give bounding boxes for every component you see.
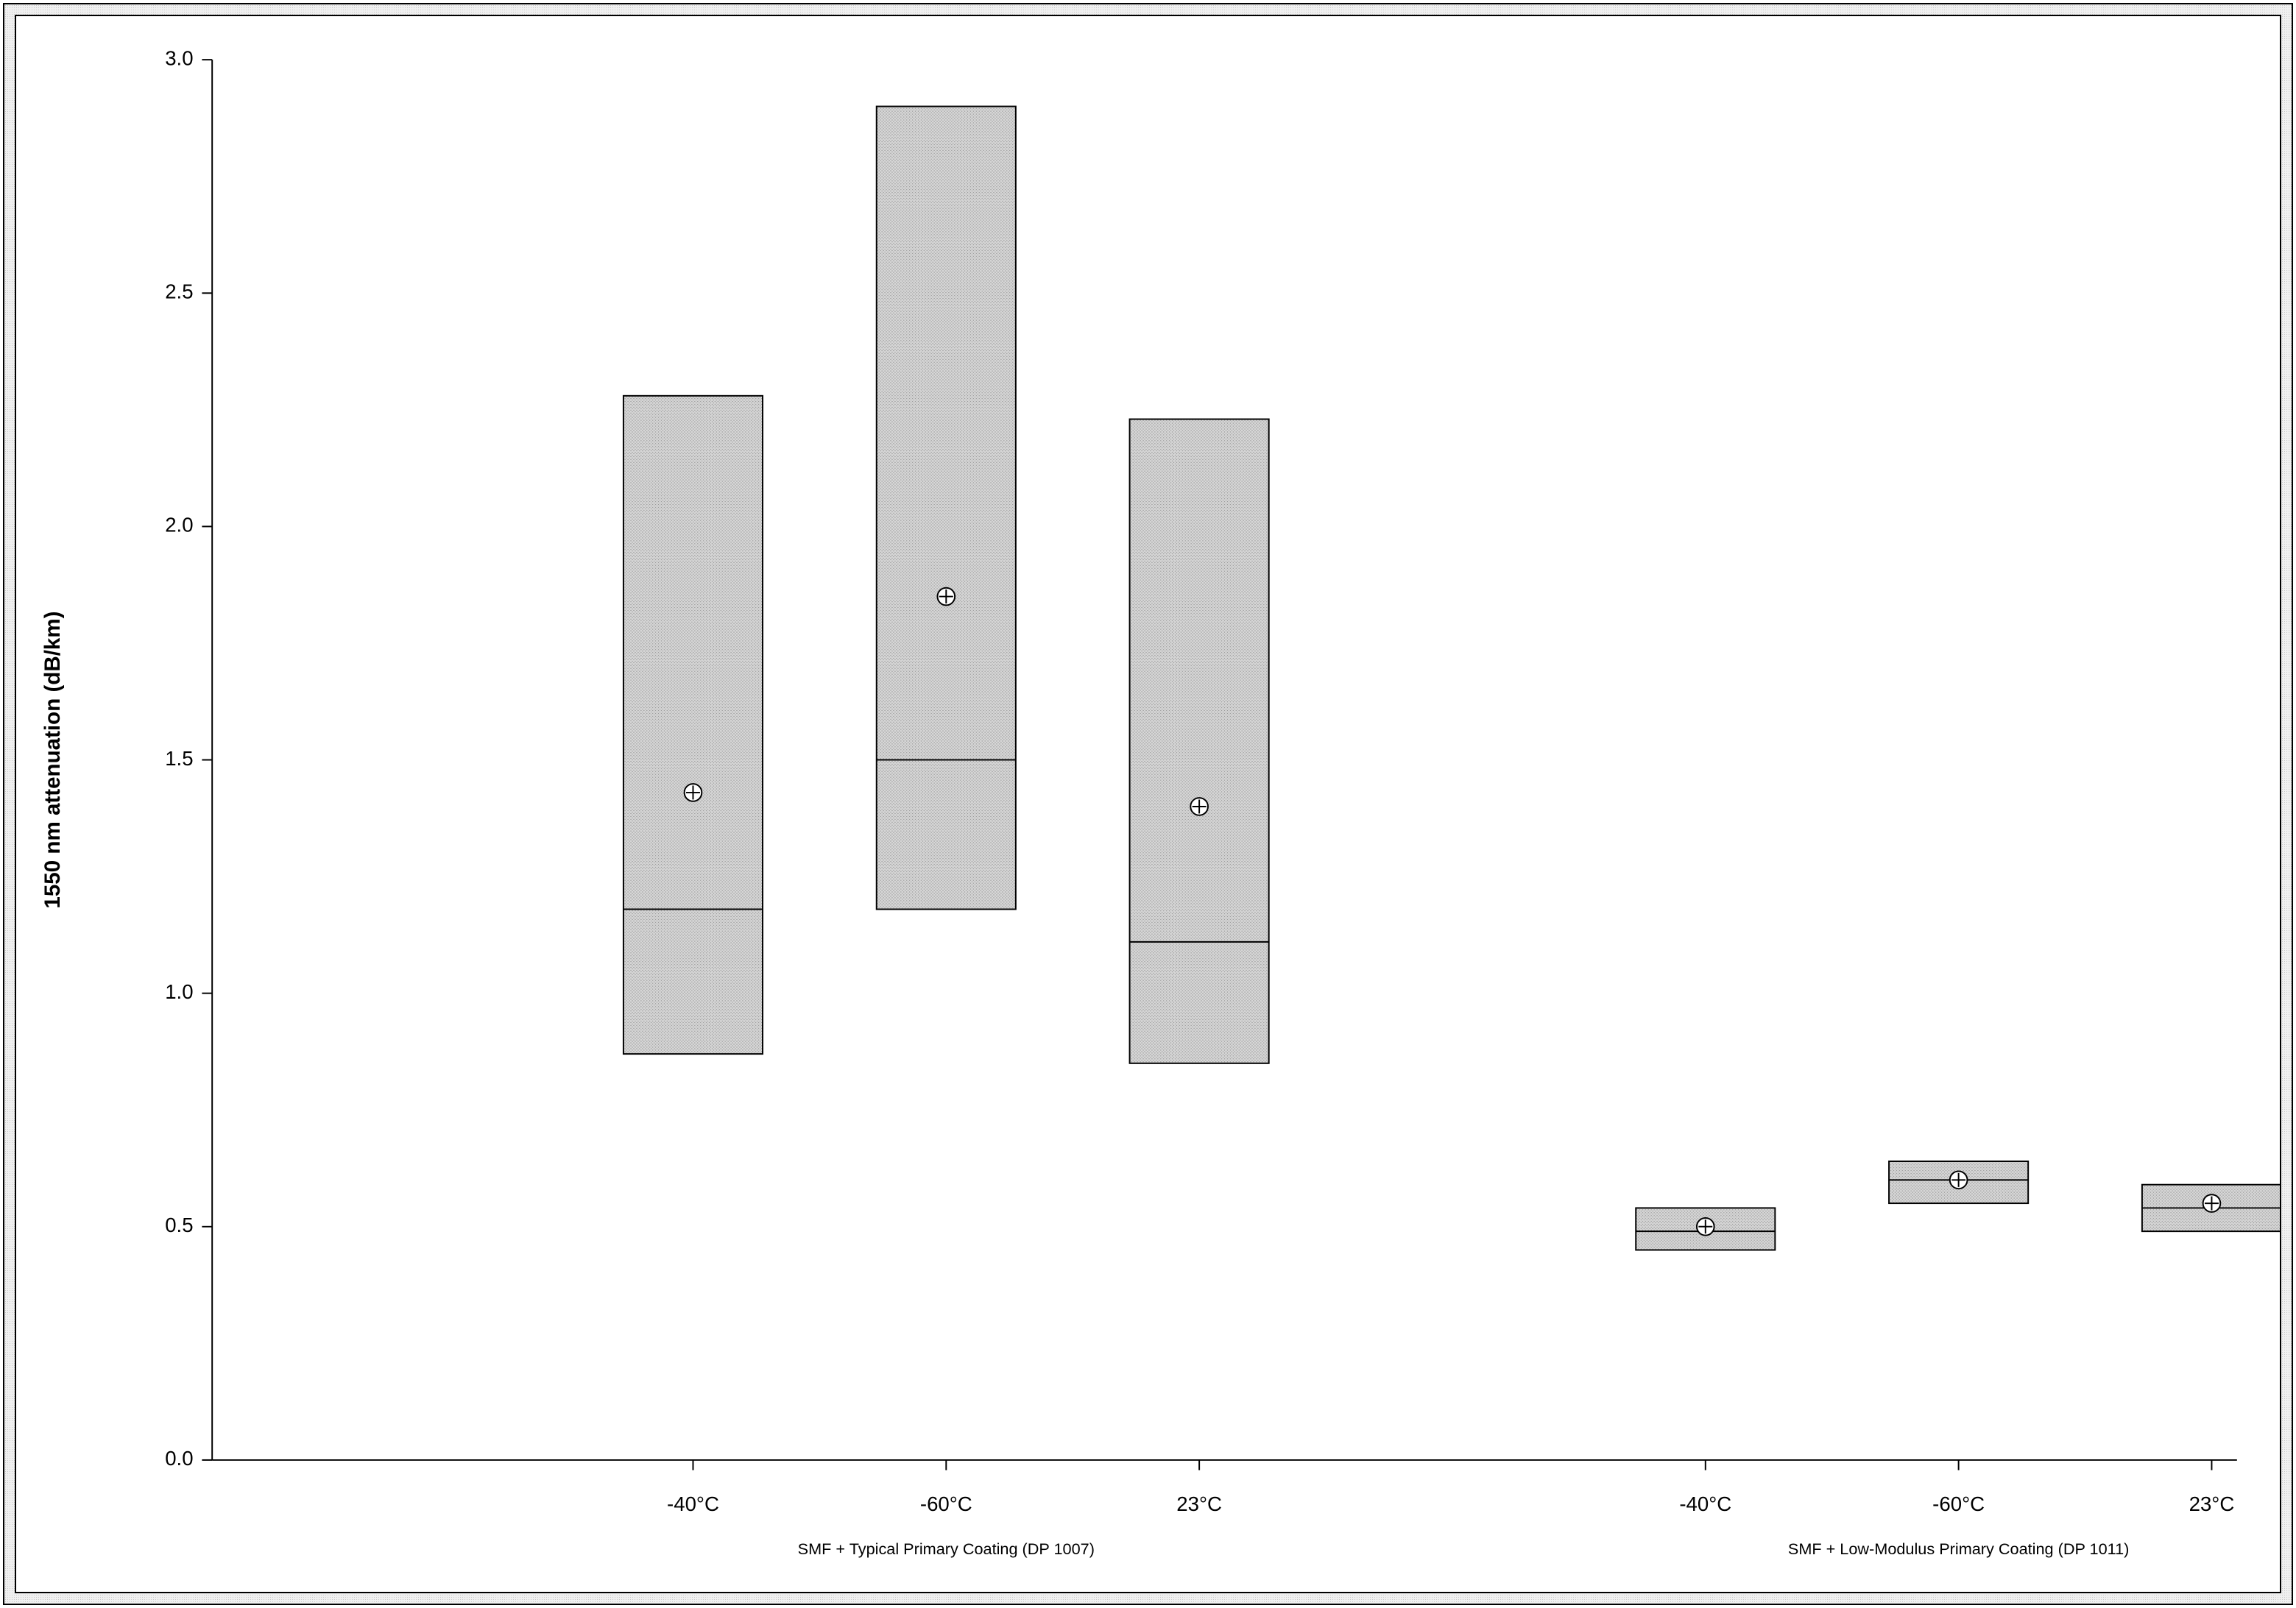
- y-tick-label: 0.5: [165, 1214, 193, 1236]
- y-tick-label: 2.0: [165, 514, 193, 536]
- y-tick-label: 0.0: [165, 1447, 193, 1470]
- x-tick-label: -40°C: [1679, 1492, 1731, 1515]
- x-tick-label: -40°C: [667, 1492, 719, 1515]
- y-tick-label: 1.5: [165, 747, 193, 770]
- chart-container: 0.0 0.5 1.0 1.5 2.0 2.5 3.0 1550 nm attenuation…: [15, 15, 2281, 1593]
- x-tick-label: -60°C: [920, 1492, 972, 1515]
- group-label: SMF + Low-Modulus Primary Coating (DP 10…: [1788, 1540, 2130, 1558]
- x-tick-label: 23°C: [2189, 1492, 2235, 1515]
- x-tick-label: 23°C: [1176, 1492, 1222, 1515]
- x-tick-label: -60°C: [1932, 1492, 1985, 1515]
- group-label: SMF + Typical Primary Coating (DP 1007): [798, 1540, 1095, 1558]
- box: [1130, 419, 1269, 1063]
- y-tick-label: 1.0: [165, 980, 193, 1003]
- y-tick-label: 3.0: [165, 46, 193, 69]
- box: [877, 107, 1016, 910]
- box: [624, 396, 763, 1054]
- boxplot-chart: 0.0 0.5 1.0 1.5 2.0 2.5 3.0 1550 nm attenuation…: [16, 16, 2280, 1592]
- y-axis-title: 1550 nm attenuation (dB/km): [40, 611, 65, 908]
- outer-frame: 0.0 0.5 1.0 1.5 2.0 2.5 3.0 1550 nm attenuation…: [3, 3, 2293, 1605]
- y-tick-label: 2.5: [165, 280, 193, 303]
